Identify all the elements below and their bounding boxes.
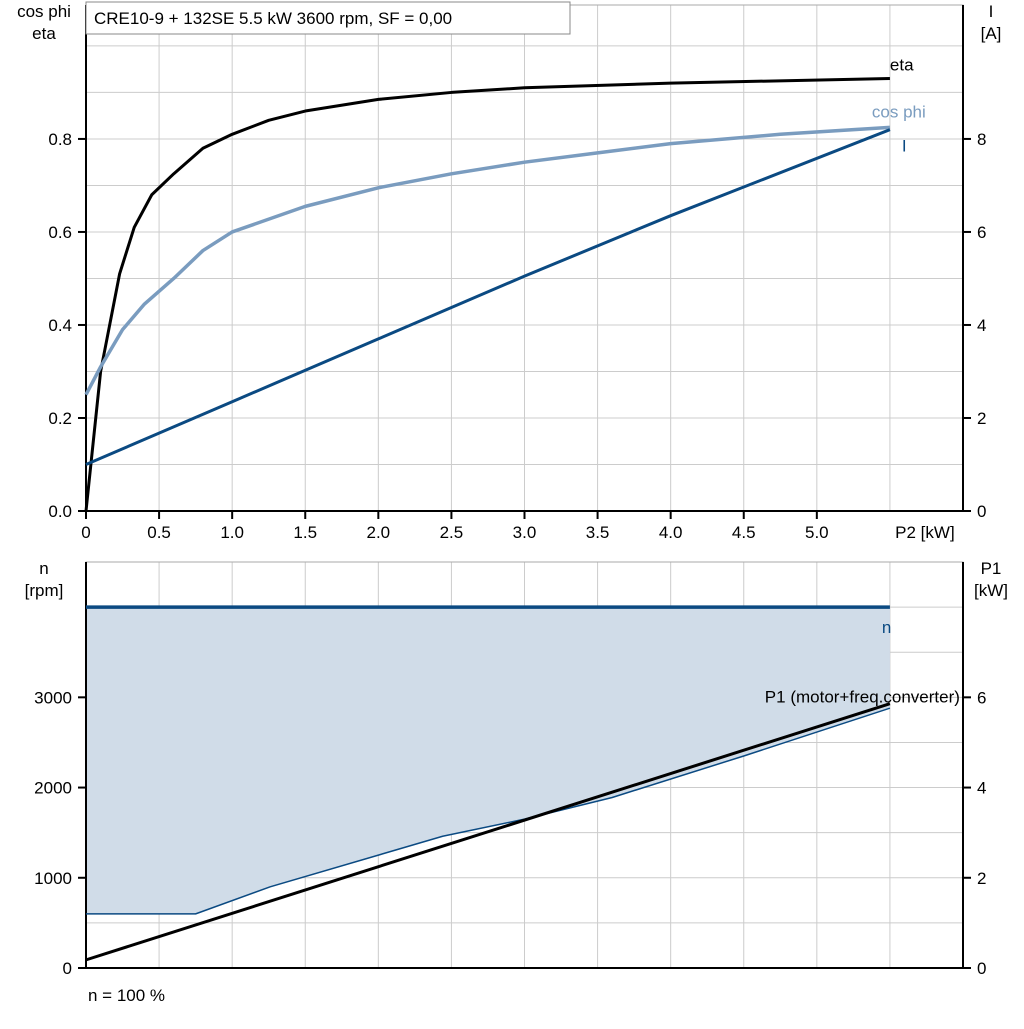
y-tick-label-left: 0.0 xyxy=(48,502,72,521)
y-tick-label-left: 0.4 xyxy=(48,316,72,335)
operating-area-fill xyxy=(86,607,890,914)
series-label: P1 (motor+freq.converter) xyxy=(765,688,960,707)
x-tick-label: 3.5 xyxy=(586,523,610,542)
y-tick-label-right: 0 xyxy=(977,502,986,521)
y-tick-label-right: 0 xyxy=(977,959,986,978)
x-axis-label: P2 [kW] xyxy=(895,523,955,542)
series-line-n-min xyxy=(86,707,891,915)
x-tick-label: 0 xyxy=(81,523,90,542)
y-axis-label-right: [kW] xyxy=(974,581,1008,600)
y-axis-label-left: [rpm] xyxy=(25,581,64,600)
x-tick-label: 4.0 xyxy=(659,523,683,542)
y-axis-label-left: n xyxy=(39,559,48,578)
y-tick-label-right: 6 xyxy=(977,223,986,242)
y-tick-label-left: 3000 xyxy=(34,688,72,707)
x-tick-label: 0.5 xyxy=(147,523,171,542)
bottom-plot: 0 1000 2000 3000 0 2 4 6 n [rpm] P1 [kW] n P1 (motor+… xyxy=(25,559,1008,978)
x-tick-label: 4.5 xyxy=(732,523,756,542)
series-label: I xyxy=(902,137,907,156)
y-tick-label-right: 4 xyxy=(977,779,986,798)
y-axis-label-right: P1 xyxy=(981,559,1002,578)
y-axis-label-left: cos phi xyxy=(17,2,71,21)
series-label: n xyxy=(882,618,891,637)
x-tick-label: 2.0 xyxy=(367,523,391,542)
y-tick-label-left: 1000 xyxy=(34,869,72,888)
x-tick-label: 2.5 xyxy=(440,523,464,542)
x-tick-label: 3.0 xyxy=(513,523,537,542)
y-tick-label-right: 2 xyxy=(977,869,986,888)
x-tick-label: 1.0 xyxy=(220,523,244,542)
y-axis-label-right: I xyxy=(989,2,994,21)
series-label: eta xyxy=(890,55,914,74)
y-tick-label-right: 8 xyxy=(977,130,986,149)
y-tick-label-right: 2 xyxy=(977,409,986,428)
y-tick-label-left: 0.6 xyxy=(48,223,72,242)
series-line-i xyxy=(85,128,891,466)
y-tick-label-left: 0 xyxy=(63,959,72,978)
series-line-p1-motor-freq-converter- xyxy=(85,702,891,962)
x-tick-label: 5.0 xyxy=(805,523,829,542)
y-tick-label-right: 4 xyxy=(977,316,986,335)
y-tick-label-right: 6 xyxy=(977,688,986,707)
x-tick-label: 1.5 xyxy=(293,523,317,542)
footer-note: n = 100 % xyxy=(88,986,165,1005)
y-axis-label-right: [A] xyxy=(981,24,1002,43)
chart-title: CRE10-9 + 132SE 5.5 kW 3600 rpm, SF = 0,… xyxy=(94,9,452,28)
y-tick-label-left: 0.8 xyxy=(48,130,72,149)
series-label: cos phi xyxy=(872,102,926,121)
y-tick-label-left: 2000 xyxy=(34,779,72,798)
top-plot: 0.0 0.2 0.4 0.6 0.8 0 2 4 6 8 0 0.5 1.0 1.5 2.0 2.5 3.0 3… xyxy=(17,2,1001,542)
series-line-cos-phi xyxy=(84,125,891,396)
y-axis-label-left: eta xyxy=(32,24,56,43)
series-line-eta xyxy=(84,76,890,512)
y-tick-label-left: 0.2 xyxy=(48,409,72,428)
title-box xyxy=(85,1,571,35)
